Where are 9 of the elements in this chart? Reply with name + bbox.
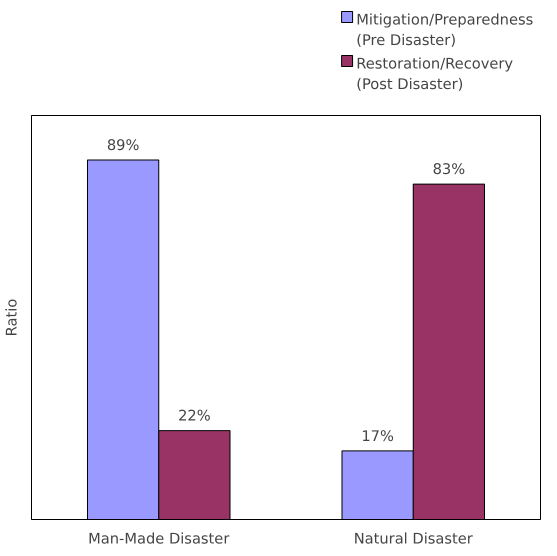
- data-label: 22%: [178, 408, 211, 425]
- y-axis-title: Ratio: [4, 298, 20, 336]
- x-tick-label: Man-Made Disaster: [88, 530, 230, 548]
- legend-label: Restoration/Recovery (Post Disaster): [356, 56, 514, 93]
- data-label: 83%: [432, 161, 466, 178]
- x-tick-label: Natural Disaster: [354, 530, 474, 548]
- data-label: 17%: [361, 428, 394, 445]
- legend-label: Mitigation/Preparedness (Pre Disaster): [356, 12, 534, 49]
- data-label: 89%: [106, 136, 140, 154]
